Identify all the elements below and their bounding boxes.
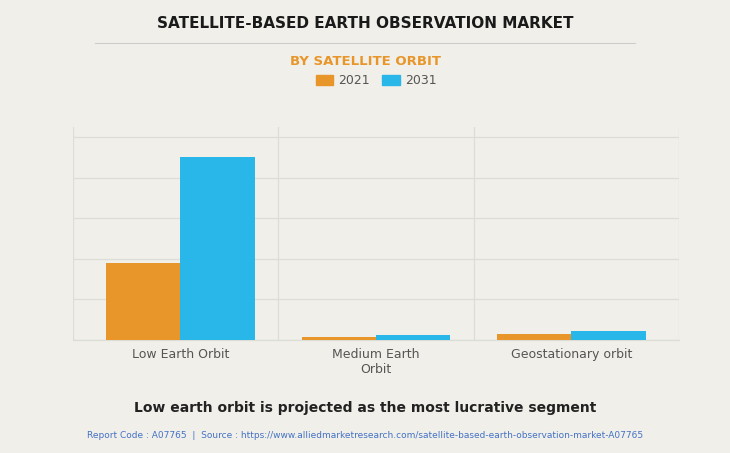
Text: SATELLITE-BASED EARTH OBSERVATION MARKET: SATELLITE-BASED EARTH OBSERVATION MARKET bbox=[157, 16, 573, 31]
Legend: 2021, 2031: 2021, 2031 bbox=[310, 69, 442, 92]
Bar bbox=[301, 337, 376, 340]
Text: Report Code : A07765  |  Source : https://www.alliedmarketresearch.com/satellite: Report Code : A07765 | Source : https://… bbox=[87, 431, 643, 440]
Text: BY SATELLITE ORBIT: BY SATELLITE ORBIT bbox=[290, 55, 440, 68]
Bar bbox=[180, 157, 255, 340]
Bar bbox=[376, 335, 450, 340]
Bar bbox=[107, 263, 180, 340]
Text: Low earth orbit is projected as the most lucrative segment: Low earth orbit is projected as the most… bbox=[134, 401, 596, 415]
Bar bbox=[572, 331, 645, 340]
Bar bbox=[497, 334, 572, 340]
